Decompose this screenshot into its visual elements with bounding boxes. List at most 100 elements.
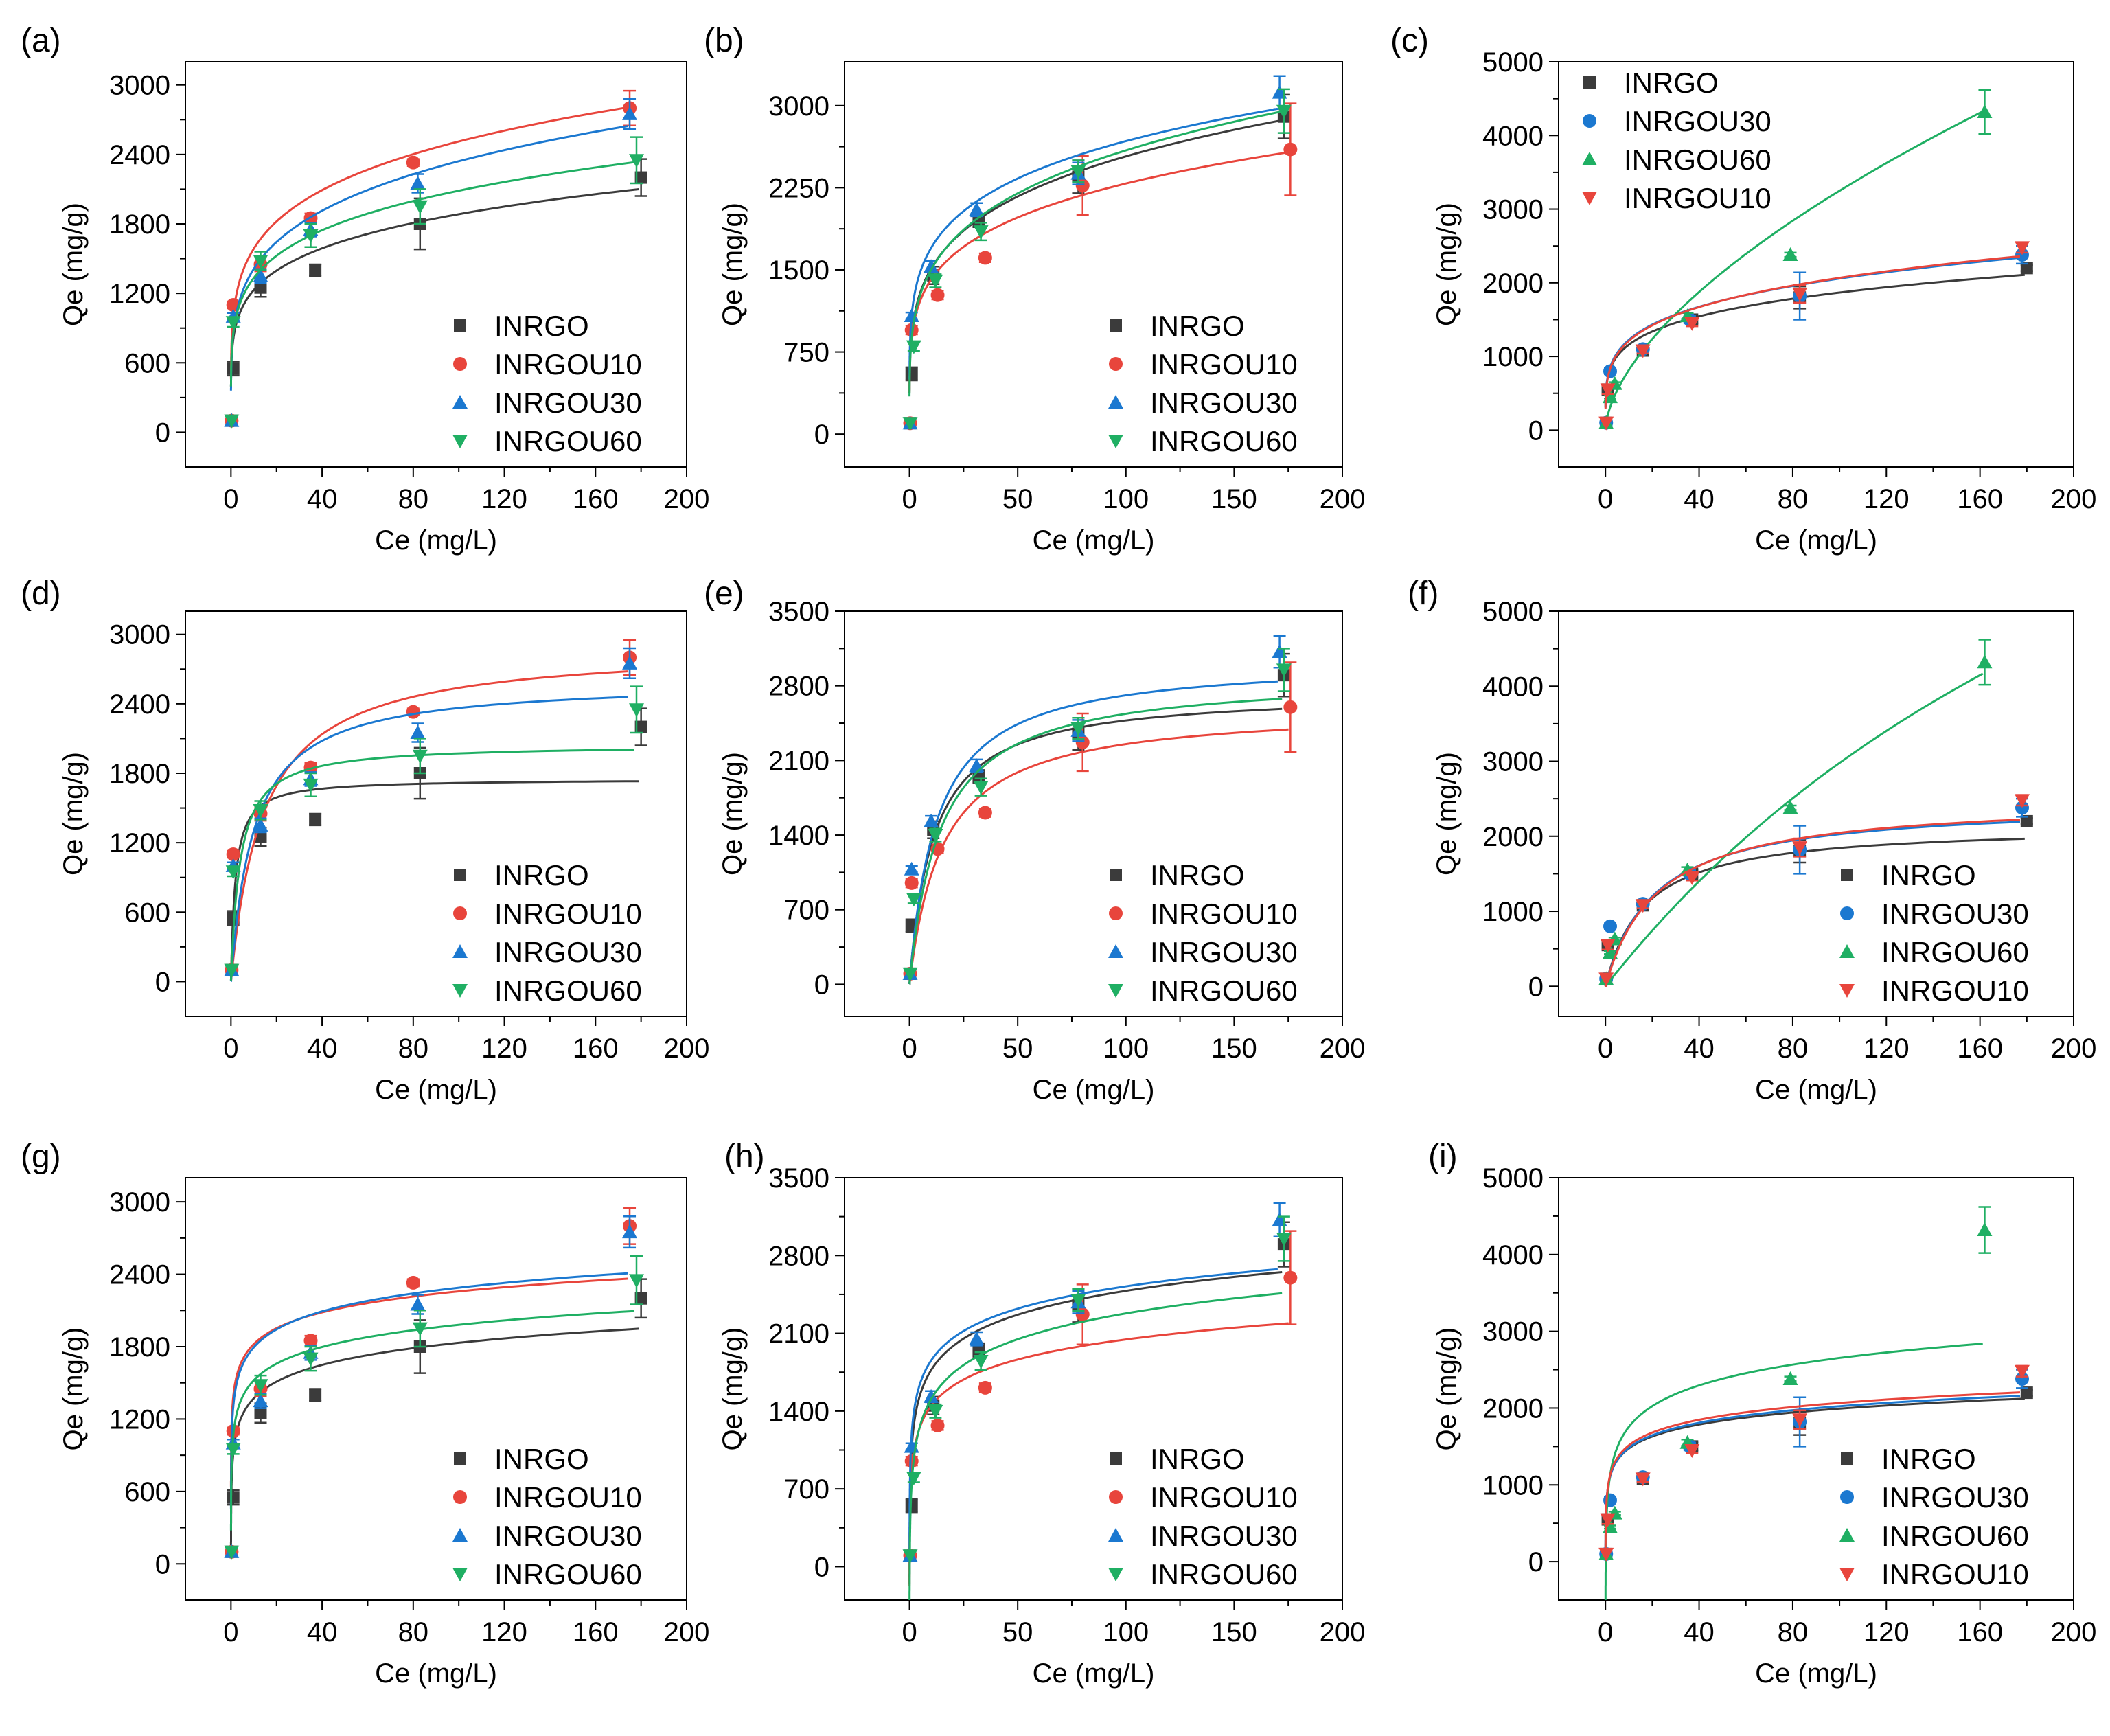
fit-curve: [229, 1327, 639, 1549]
data-point: [1272, 84, 1287, 99]
legend-label: INRGOU30: [1881, 1481, 2029, 1514]
data-point: [1792, 841, 1808, 856]
legend: INRGO INRGOU10 INRGOU30 INRGOU60: [1108, 310, 1298, 457]
y-axis: 0 1000 2000 3000 4000 5000: [1482, 1163, 1559, 1577]
data-point: [969, 202, 985, 216]
x-tick-label: 50: [1002, 1617, 1033, 1647]
y-axis-label: Qe (mg/g): [1432, 752, 1462, 876]
axes-frame: [844, 61, 1343, 468]
y-tick-label: 4000: [1482, 672, 1544, 702]
panel-label: (c): [1390, 23, 1429, 59]
x-tick-label: 80: [398, 484, 429, 514]
data-point: [2015, 241, 2030, 255]
data-point: [1272, 1212, 1287, 1226]
legend-marker: [453, 357, 467, 371]
legend: INRGO INRGOU30 INRGOU60 INRGOU10: [1582, 67, 1771, 214]
x-tick-label: 160: [1957, 1033, 2003, 1064]
axes-frame: [185, 61, 687, 468]
data-point: [2020, 1386, 2033, 1400]
legend-marker: [1839, 944, 1855, 958]
data-point: [303, 229, 319, 243]
x-tick-label: 200: [2051, 1617, 2097, 1647]
x-axis-label: Ce (mg/L): [1033, 1075, 1155, 1105]
data-point: [1600, 383, 1616, 398]
data-point: [969, 1331, 985, 1345]
x-tick-label: 0: [1598, 484, 1613, 514]
x-tick-label: 120: [481, 1033, 527, 1064]
data-point: [253, 817, 268, 832]
data-point: [978, 806, 992, 820]
data-point: [227, 1491, 240, 1504]
legend-label: INRGOU60: [1150, 1558, 1298, 1590]
fit-curve: [229, 1310, 635, 1531]
data-point: [224, 963, 240, 978]
x-axis-label: Ce (mg/L): [375, 525, 497, 556]
x-tick-label: 80: [398, 1033, 429, 1064]
x-tick-label: 0: [223, 1617, 238, 1647]
legend-label: INRGOU10: [1150, 348, 1298, 380]
legend-label: INRGO: [1150, 1443, 1245, 1475]
x-tick-label: 40: [1684, 1617, 1715, 1647]
data-point: [930, 288, 945, 302]
series-inrgou10: [225, 639, 637, 982]
data-point: [406, 705, 420, 719]
x-tick-label: 120: [481, 484, 527, 514]
data-point: [2015, 1364, 2030, 1379]
x-tick-label: 200: [664, 1033, 710, 1064]
y-tick-label: 3500: [768, 1163, 829, 1194]
fit-curve: [1604, 1391, 2021, 1560]
x-tick-label: 80: [1778, 484, 1809, 514]
y-tick-label: 600: [124, 1477, 170, 1507]
series-inrgou30: [902, 635, 1287, 985]
legend-label: INRGO: [494, 859, 589, 891]
y-tick-label: 3000: [109, 1187, 170, 1218]
x-tick-label: 100: [1103, 1033, 1149, 1064]
legend-label: INRGOU30: [1150, 387, 1298, 419]
data-point: [904, 1454, 919, 1468]
data-point: [253, 1393, 268, 1408]
data-point: [253, 803, 268, 818]
data-point: [406, 155, 420, 170]
panel-label: (e): [704, 575, 744, 612]
x-tick-label: 120: [1864, 1033, 1910, 1064]
y-axis-label: Qe (mg/g): [58, 752, 89, 876]
legend-marker: [1841, 1452, 1853, 1465]
y-tick-label: 3000: [768, 91, 829, 122]
legend-label: INRGOU30: [1150, 936, 1298, 968]
data-point: [906, 1471, 921, 1485]
x-tick-label: 200: [664, 1617, 710, 1647]
data-point: [1684, 871, 1700, 885]
data-point: [1283, 142, 1298, 157]
legend-marker: [1108, 944, 1123, 958]
panel-2: (b) 0 50 100 150 200 0 750 1500 2250 3000 Ce (mg/L)…: [704, 23, 1365, 556]
x-tick-label: 200: [2051, 484, 2097, 514]
legend-marker: [452, 435, 468, 448]
series-inrgo: [1600, 262, 2033, 429]
panel-label: (f): [1408, 575, 1438, 612]
data-point: [1598, 416, 1614, 431]
data-point: [224, 414, 240, 429]
data-point: [629, 154, 644, 168]
data-point: [1684, 317, 1700, 331]
panel-9: (i)0 40 80 120 160 200010002000300040005000Ce…: [1428, 1139, 2096, 1689]
series-inrgou10: [1598, 241, 2030, 431]
axes-frame: [185, 610, 687, 1017]
x-axis-label: Ce (mg/L): [1755, 1658, 1877, 1689]
data-point: [634, 171, 647, 184]
y-axis: 0 600 1200 1800 2400 3000: [109, 71, 185, 448]
data-point: [906, 893, 921, 907]
y-tick-label: 1000: [1482, 342, 1544, 372]
data-point: [1792, 1413, 1808, 1428]
y-axis: 0 1000 2000 3000 4000 5000: [1482, 597, 1559, 1002]
y-tick-label: 600: [124, 348, 170, 378]
x-tick-label: 80: [398, 1617, 429, 1647]
data-point: [1603, 919, 1617, 933]
data-point: [978, 1380, 992, 1395]
data-point: [2020, 262, 2033, 275]
data-point: [928, 829, 943, 843]
data-point: [303, 1334, 318, 1348]
y-tick-label: 2000: [1482, 822, 1544, 852]
y-tick-label: 0: [1528, 415, 1544, 446]
data-point: [2015, 1371, 2029, 1386]
series-inrgou60: [224, 1255, 644, 1560]
